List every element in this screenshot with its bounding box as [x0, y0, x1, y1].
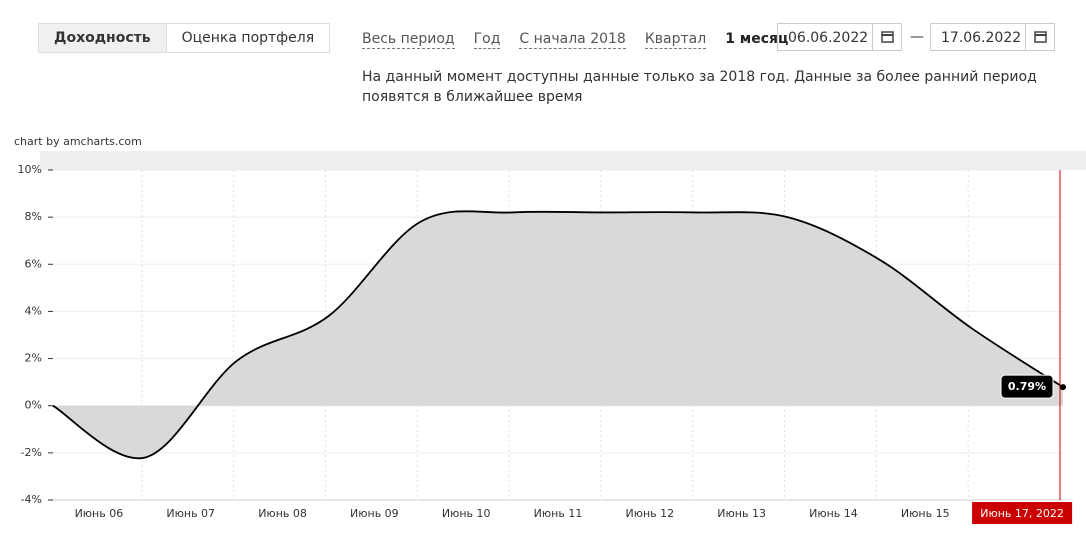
period-link[interactable]: С начала 2018 [519, 31, 626, 49]
period-link[interactable]: Квартал [644, 31, 707, 49]
calendar-icon [1034, 31, 1047, 43]
y-tick-label: 2% [25, 352, 42, 365]
y-tick-label: -2% [21, 446, 42, 459]
tab[interactable]: Доходность [39, 24, 167, 52]
value-label: 0.79% [1008, 380, 1046, 393]
cursor-label: Июнь 17, 2022 [980, 507, 1064, 520]
y-tick-label: 4% [25, 304, 42, 317]
y-tick-label: -4% [21, 493, 42, 506]
tabs: Доходность Оценка портфеля [38, 23, 331, 53]
tab[interactable]: Оценка портфеля [181, 30, 315, 46]
x-tick-label: Июнь 10 [442, 507, 491, 520]
date-text: 06.06.2022 [788, 30, 869, 46]
notice: На данный момент доступны данные только … [362, 69, 1037, 105]
value-label-bg [1000, 374, 1054, 399]
calendar-icon [881, 31, 894, 43]
y-tick-label: 8% [25, 210, 42, 223]
x-tick-label: Июнь 12 [625, 507, 674, 520]
x-tick-label: Июнь 13 [717, 507, 766, 520]
y-tick-label: 6% [25, 257, 42, 270]
x-tick-label: Июнь 15 [901, 507, 950, 520]
x-tick-label: Июнь 06 [75, 507, 124, 520]
line [52, 210, 1064, 460]
date-text: 17.06.2022 [941, 30, 1022, 46]
cursor-label-bg [972, 502, 1073, 524]
x-tick-label: Июнь 09 [350, 507, 399, 520]
credit: chart by amcharts.com [14, 135, 142, 148]
y-tick-label: 10% [18, 163, 42, 176]
y-tick-label: 0% [25, 399, 42, 412]
period-link[interactable]: Весь период [362, 31, 455, 49]
area [53, 211, 1063, 459]
scrollbar [40, 151, 1086, 170]
date-input[interactable]: 06.06.2022 [777, 23, 902, 51]
x-tick-label: Июнь 11 [534, 507, 583, 520]
period-link[interactable]: 1 месяц [725, 31, 789, 47]
calendar-button[interactable] [872, 24, 901, 50]
x-tick-label: Июнь 14 [809, 507, 858, 520]
x-tick-label: Июнь 08 [258, 507, 307, 520]
date-input[interactable]: 17.06.2022 [930, 23, 1055, 51]
calendar-button[interactable] [1025, 24, 1054, 50]
x-tick-label: Июнь 07 [166, 507, 215, 520]
period-link[interactable]: Год [473, 31, 501, 49]
date-separator: — [910, 29, 924, 45]
end-dot [1060, 384, 1066, 391]
period-links: Весь период Год С начала 2018 Квартал 1 … [362, 30, 788, 49]
